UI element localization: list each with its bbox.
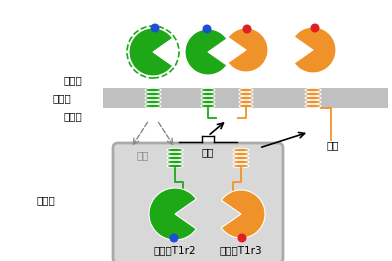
Ellipse shape [305,96,321,100]
Ellipse shape [145,88,161,92]
Ellipse shape [233,160,249,164]
Ellipse shape [239,88,253,92]
Ellipse shape [305,92,321,96]
Text: 単独: 単独 [327,140,339,150]
Ellipse shape [145,96,161,100]
Ellipse shape [305,104,321,108]
Ellipse shape [201,96,215,100]
Wedge shape [294,27,336,73]
Ellipse shape [167,160,183,164]
Bar [103,88,388,108]
Ellipse shape [145,100,161,104]
Circle shape [243,25,252,33]
Ellipse shape [305,100,321,104]
Ellipse shape [305,88,321,92]
Ellipse shape [145,92,161,96]
Ellipse shape [201,88,215,92]
Wedge shape [221,190,265,238]
Text: マウスT1r2: マウスT1r2 [154,245,196,255]
Text: 共存: 共存 [202,147,214,157]
Ellipse shape [233,156,249,160]
Ellipse shape [233,164,249,168]
Ellipse shape [239,96,253,100]
Ellipse shape [201,92,215,96]
Text: 細胞膜: 細胞膜 [53,93,71,103]
Ellipse shape [167,164,183,168]
Ellipse shape [239,92,253,96]
Ellipse shape [167,156,183,160]
Circle shape [169,234,178,242]
Text: 小胞体: 小胞体 [36,195,55,205]
Ellipse shape [233,148,249,152]
Text: 細胞外: 細胞外 [64,75,82,85]
Text: マウスT1r3: マウスT1r3 [220,245,262,255]
Ellipse shape [233,152,249,156]
FancyBboxPatch shape [113,143,283,261]
Wedge shape [185,29,227,75]
Ellipse shape [239,100,253,104]
Circle shape [203,25,212,33]
Circle shape [238,234,247,242]
Circle shape [310,23,319,33]
Ellipse shape [167,152,183,156]
Wedge shape [228,28,268,72]
Ellipse shape [201,104,215,108]
Wedge shape [129,28,172,76]
Circle shape [151,23,160,33]
Ellipse shape [167,148,183,152]
Text: 細胞内: 細胞内 [64,111,82,121]
Ellipse shape [201,100,215,104]
Ellipse shape [145,104,161,108]
Ellipse shape [239,104,253,108]
Wedge shape [149,188,196,240]
Text: 単独: 単独 [137,150,149,160]
